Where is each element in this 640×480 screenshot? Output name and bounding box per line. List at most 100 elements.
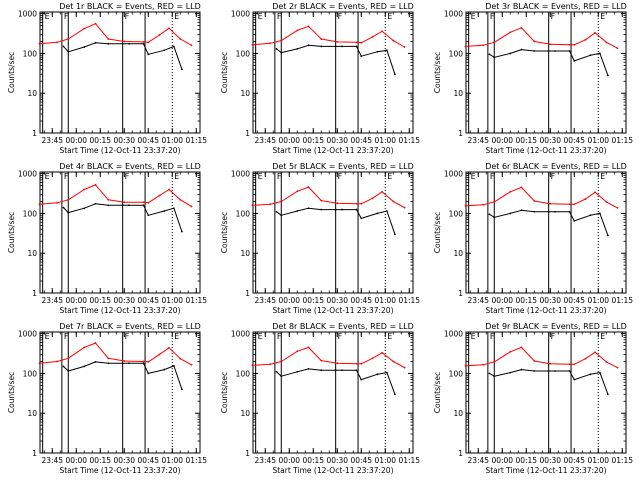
lld-data-point [584,38,587,41]
event-marker-label: F [125,332,130,341]
lld-data-point [403,366,406,369]
events-data-point [280,51,283,54]
lld-data-point [549,43,552,46]
events-data-point [360,378,363,381]
events-data-point [493,375,496,378]
x-tick-label: 01:15 [611,136,633,145]
events-data-point [83,207,86,210]
events-series-line [489,209,609,236]
events-data-point [128,204,130,207]
lld-data-point [584,357,587,360]
x-tick-label: 00:45 [350,456,372,465]
events-data-point [355,208,358,211]
events-data-point [341,208,343,211]
y-tick-label: 1 [245,129,250,138]
y-tick-label: 1000 [444,330,463,339]
lld-data-point [296,29,299,32]
lld-data-point [147,41,150,44]
lld-data-point [573,43,576,46]
y-tick-label: 10 [453,409,463,418]
lld-data-point [168,27,170,30]
x-tick-label: 00:00 [491,136,513,145]
events-data-point [163,210,166,212]
lld-data-point [269,203,271,206]
lld-data-point [493,200,496,203]
lld-data-point [94,184,97,186]
events-data-point [547,210,550,213]
chart-title: Det 7r BLACK = Events, RED = LLD [59,322,201,331]
y-tick-label: 1000 [231,10,250,19]
plot-frame [465,331,627,454]
events-data-point [376,373,379,376]
y-tick-label: 1000 [18,10,37,19]
lld-data-point [464,45,467,48]
events-series-line [489,369,609,395]
event-marker-label: E [45,12,50,21]
x-axis-label: Start Time (12-Oct-11 23:37:20) [485,306,606,315]
lld-data-point [392,200,395,203]
lld-data-point [179,38,182,40]
x-tick-label: 00:15 [515,456,537,465]
x-tick-label: 01:00 [161,456,183,465]
x-tick-label: 00:00 [65,456,87,465]
lld-data-point [280,39,283,42]
y-tick-label: 1 [245,449,250,458]
events-data-point [568,50,571,52]
events-data-point [509,371,512,374]
x-tick-label: 00:30 [326,456,348,465]
events-data-point [520,209,523,212]
x-tick-label: 00:30 [113,136,135,145]
x-tick-label: 01:15 [611,296,633,305]
lld-data-point [307,186,310,188]
lld-data-point [392,39,395,42]
lld-data-point [83,27,86,30]
events-data-point [275,370,278,373]
lld-data-point [123,360,126,362]
events-data-point [334,45,337,48]
x-tick-label: 23:45 [467,136,489,145]
lld-data-point [83,346,86,349]
x-tick-label: 23:45 [254,456,276,465]
events-data-point [94,360,97,363]
events-series-line [276,368,396,395]
events-series-line [63,203,183,232]
events-data-point [573,219,576,222]
lld-data-point [269,363,271,366]
lld-data-point [38,362,41,365]
events-data-point [121,204,124,207]
events-data-point [107,42,110,45]
event-marker-label: E [387,332,392,341]
lld-data-point [56,41,58,44]
lld-data-point [573,363,576,366]
lld-data-point [94,22,97,25]
lld-data-point [533,200,536,202]
event-marker-label: E [45,172,50,181]
x-tick-label: 01:15 [398,136,420,145]
lld-data-point [168,188,170,191]
event-marker-label: E [174,332,179,341]
plot-frame [39,11,201,134]
lld-data-point [533,360,536,362]
lld-data-point [493,41,496,44]
lld-data-point [179,198,182,201]
events-data-point [385,371,388,374]
x-tick-label: 00:45 [563,456,585,465]
events-data-point [67,370,70,372]
lld-data-point [307,346,310,349]
chart-title: Det 3r BLACK = Events, RED = LLD [485,2,627,11]
events-data-point [360,217,363,220]
x-tick-label: 00:15 [89,296,111,305]
lld-data-point [147,201,150,204]
event-marker-label: E [174,12,179,21]
events-data-point [94,202,97,205]
event-marker-label: E [45,332,50,341]
lld-data-point [360,362,363,365]
event-marker-label: F [490,172,495,181]
events-data-point [142,204,145,207]
event-marker-label: F [277,172,282,181]
lld-data-point [336,202,339,205]
lld-data-point [568,43,571,46]
y-tick-label: 1 [32,449,37,458]
